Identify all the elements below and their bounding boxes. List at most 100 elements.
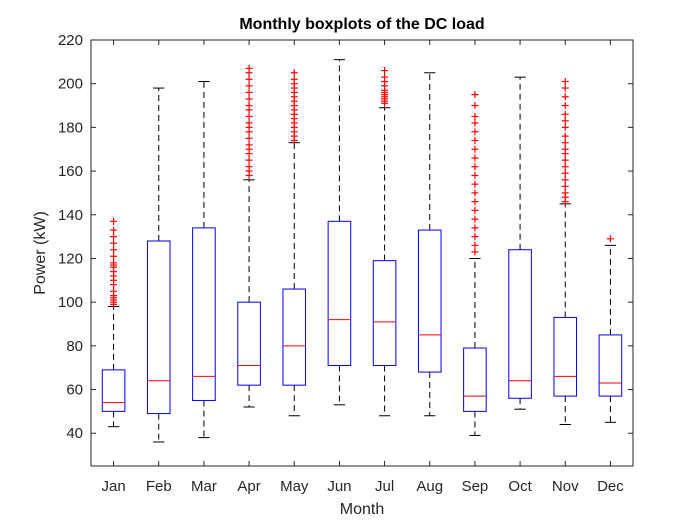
outlier-marker (110, 233, 118, 241)
outlier-marker (110, 226, 118, 234)
outlier-marker (471, 224, 479, 232)
box-group-may (282, 69, 307, 417)
outlier-marker (110, 239, 118, 247)
y-tick-label: 80 (66, 338, 83, 355)
outlier-marker (290, 69, 298, 77)
x-tick-label: Feb (146, 478, 172, 495)
outlier-marker (471, 180, 479, 188)
outlier-marker (561, 176, 569, 184)
x-tick-label: Jan (101, 478, 125, 495)
outlier-marker (471, 91, 479, 99)
box-group-sep (463, 91, 487, 436)
box-group-nov (553, 78, 578, 425)
outlier-marker (245, 95, 253, 103)
outlier-marker (290, 75, 298, 83)
y-tick-label: 200 (58, 76, 83, 93)
y-tick-label: 40 (66, 425, 83, 442)
box-group-feb (146, 87, 171, 443)
y-axis-label: Power (kW) (32, 211, 49, 295)
outlier-marker (471, 163, 479, 171)
outlier-marker (561, 145, 569, 153)
y-tick-label: 100 (58, 294, 83, 311)
outlier-marker (471, 136, 479, 144)
iqr-box (508, 249, 532, 399)
iqr-box (237, 301, 261, 386)
box-group-dec (598, 235, 623, 423)
outlier-marker (245, 82, 253, 90)
outlier-marker (561, 93, 569, 101)
x-tick-label: Apr (237, 478, 260, 495)
y-tick-label: 180 (58, 119, 83, 136)
outlier-marker (471, 154, 479, 162)
outlier-marker (110, 217, 118, 225)
outlier-marker (561, 78, 569, 86)
chart-title: Monthly boxplots of the DC load (239, 16, 484, 33)
box-group-apr (237, 64, 261, 408)
outlier-marker (471, 112, 479, 120)
outlier-marker (471, 128, 479, 136)
outlier-marker (110, 246, 118, 254)
outlier-marker (471, 171, 479, 179)
outlier-marker (561, 156, 569, 164)
iqr-box (101, 369, 126, 412)
outlier-marker (245, 88, 253, 96)
outlier-marker (606, 235, 614, 243)
iqr-box (463, 347, 487, 412)
outlier-marker (561, 169, 569, 177)
outlier-marker (471, 189, 479, 197)
outlier-marker (245, 102, 253, 110)
x-tick-label: Nov (552, 478, 579, 495)
x-tick-label: Mar (191, 478, 217, 495)
outlier-marker (245, 64, 253, 72)
outlier-marker (471, 198, 479, 206)
iqr-box (282, 288, 307, 386)
y-tick-label: 220 (58, 32, 83, 49)
x-axis-label: Month (340, 501, 384, 518)
x-tick-label: Aug (416, 478, 443, 495)
boxes-layer (101, 59, 623, 443)
outlier-marker (471, 248, 479, 256)
outlier-marker (245, 112, 253, 120)
box-group-jul (372, 67, 397, 417)
iqr-box (553, 316, 578, 397)
plot-area (91, 40, 633, 466)
outlier-marker (471, 206, 479, 214)
outlier-marker (471, 233, 479, 241)
outlier-marker (110, 287, 118, 295)
iqr-box (417, 229, 442, 373)
outlier-marker (471, 215, 479, 223)
outlier-marker (381, 67, 389, 75)
box-group-mar (192, 81, 216, 439)
box-group-jan (101, 217, 126, 428)
y-tick-label: 140 (58, 207, 83, 224)
x-tick-label: Jun (327, 478, 351, 495)
iqr-box (146, 240, 171, 415)
outlier-marker (561, 189, 569, 197)
x-tick-label: Oct (508, 478, 532, 495)
outlier-marker (245, 141, 253, 149)
outlier-marker (110, 259, 118, 267)
outlier-marker (561, 123, 569, 131)
box-group-oct (508, 76, 532, 410)
x-tick-label: Jul (375, 478, 394, 495)
iqr-box (372, 260, 397, 367)
outlier-marker (245, 119, 253, 127)
axes-layer: 40 60 80 100 120 140 160 180 200 220 Jan Feb Mar Apr M… (58, 32, 633, 495)
outlier-marker (561, 102, 569, 110)
iqr-box (598, 334, 623, 397)
outlier-marker (471, 119, 479, 127)
outlier-marker (561, 139, 569, 147)
outlier-marker (561, 84, 569, 92)
outlier-marker (245, 134, 253, 142)
y-tick-label: 60 (66, 382, 83, 399)
outlier-marker (471, 241, 479, 249)
box-group-aug (417, 72, 442, 417)
y-tick-label: 120 (58, 250, 83, 267)
x-tick-label: May (280, 478, 309, 495)
x-tick-label: Dec (597, 478, 624, 495)
outlier-marker (561, 163, 569, 171)
box-group-jun (327, 59, 352, 406)
iqr-box (327, 220, 352, 367)
outlier-marker (561, 182, 569, 190)
